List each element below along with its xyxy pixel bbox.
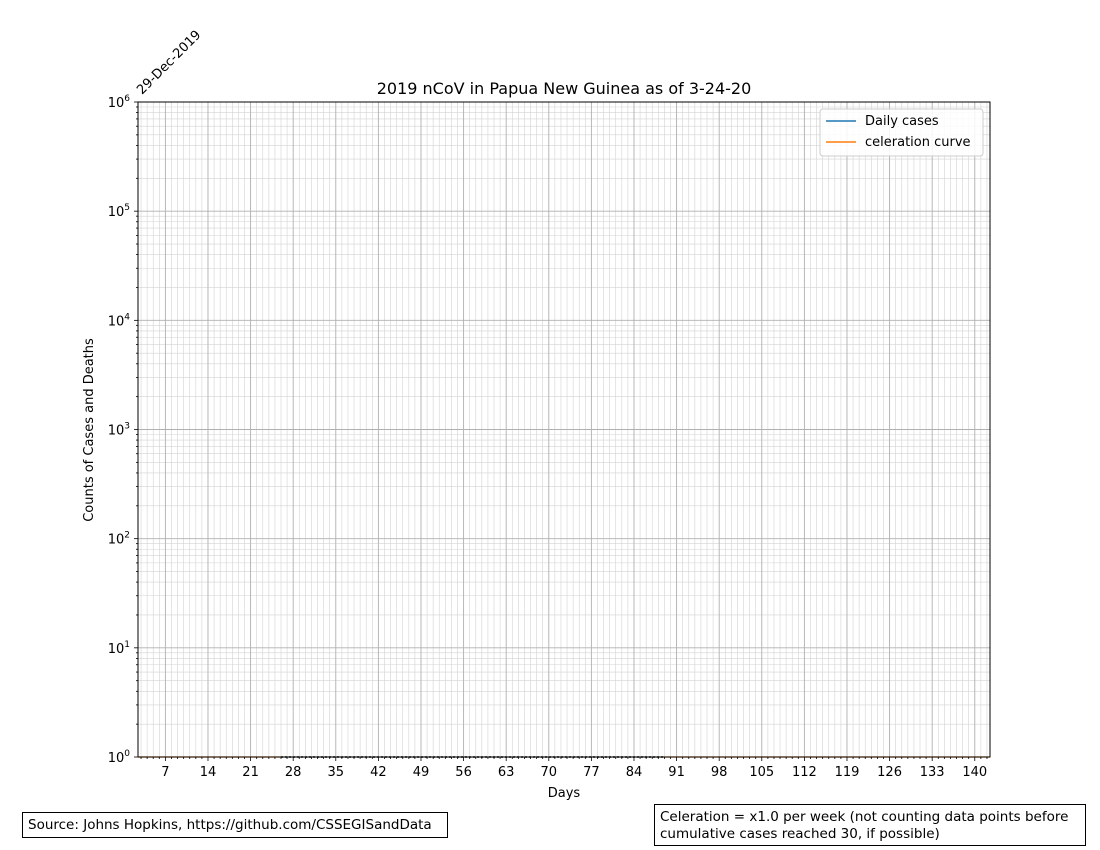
x-tick-label: 42 [370, 765, 387, 780]
y-tick-label: 101 [108, 640, 130, 657]
x-axis-label: Days [548, 786, 581, 801]
x-tick-label: 56 [455, 765, 472, 780]
x-tick-label: 21 [242, 765, 259, 780]
y-tick-label: 100 [108, 749, 131, 766]
x-tick-label: 105 [749, 765, 774, 780]
x-tick-label: 140 [962, 765, 987, 780]
ticks-layer [134, 101, 988, 761]
legend-label-daily-cases: Daily cases [865, 114, 939, 129]
x-tick-label: 14 [200, 765, 217, 780]
y-tick-label: 106 [108, 94, 131, 111]
x-tick-label: 133 [920, 765, 945, 780]
chart-title: 2019 nCoV in Papua New Guinea as of 3-24… [377, 79, 752, 98]
x-tick-label: 63 [498, 765, 515, 780]
y-tick-label: 103 [108, 422, 130, 439]
source-note: Source: Johns Hopkins, https://github.co… [22, 812, 448, 838]
x-tick-label: 91 [668, 765, 685, 780]
x-tick-label: 98 [711, 765, 728, 780]
x-tick-label: 119 [835, 765, 860, 780]
x-tick-label: 70 [541, 765, 558, 780]
celeration-note: Celeration = x1.0 per week (not counting… [654, 804, 1086, 846]
x-tick-label: 28 [285, 765, 302, 780]
y-tick-labels: 100 101 102 103 104 105 106 [108, 94, 131, 766]
legend: Daily cases celeration curve [819, 108, 984, 157]
x-tick-label: 84 [626, 765, 643, 780]
y-tick-label: 102 [108, 531, 130, 548]
x-tick-label: 126 [877, 765, 902, 780]
legend-box [819, 108, 984, 157]
x-tick-label: 35 [328, 765, 345, 780]
x-tick-labels: 7 14 21 28 35 42 49 56 63 70 77 84 91 98 105 112 119 126 1… [161, 765, 987, 780]
start-date-label: 29-Dec-2019 [134, 28, 204, 98]
y-tick-label: 105 [108, 203, 130, 220]
x-tick-label: 7 [161, 765, 169, 780]
x-tick-label: 77 [583, 765, 600, 780]
x-tick-label: 112 [792, 765, 817, 780]
x-tick-label: 49 [413, 765, 430, 780]
legend-label-celeration-curve: celeration curve [865, 135, 971, 150]
y-tick-label: 104 [108, 312, 131, 329]
major-grid [138, 101, 990, 758]
y-axis-label: Counts of Cases and Deaths [82, 338, 97, 522]
